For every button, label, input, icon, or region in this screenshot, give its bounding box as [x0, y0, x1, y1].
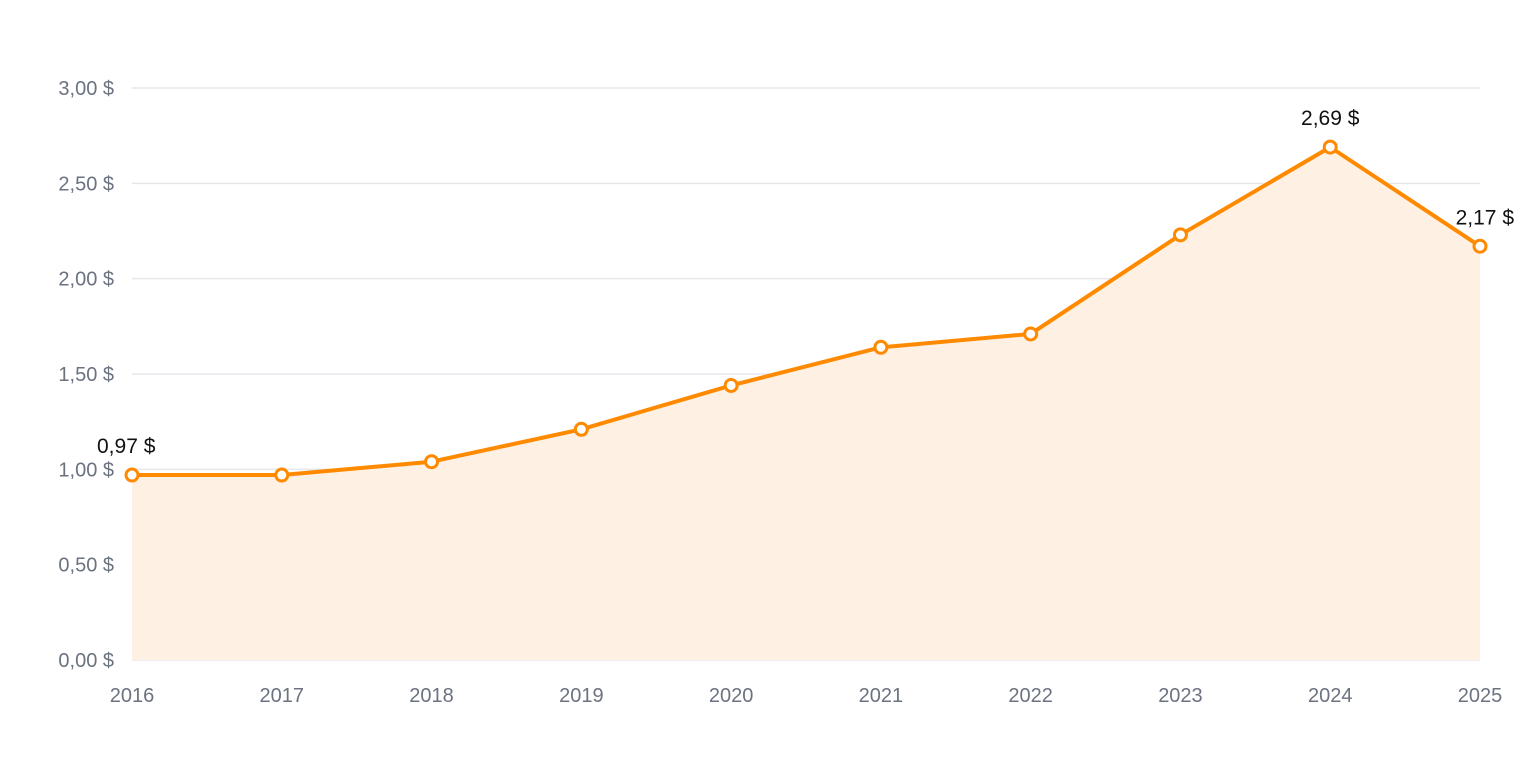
y-tick-label: 1,50 $ [58, 364, 114, 386]
x-tick-label: 2018 [409, 685, 454, 707]
data-point[interactable] [1023, 326, 1039, 342]
data-point[interactable] [124, 467, 140, 483]
data-label: 2,69 $ [1301, 107, 1360, 130]
area-fill-layer [132, 147, 1480, 660]
series-line-layer [130, 145, 1482, 478]
x-tick-label: 2021 [859, 685, 904, 707]
data-point[interactable] [1172, 227, 1188, 243]
data-point[interactable] [424, 454, 440, 470]
data-point[interactable] [1322, 139, 1338, 155]
data-label: 0,97 $ [97, 435, 156, 458]
data-label: 2,17 $ [1456, 206, 1515, 229]
series-line [130, 145, 1482, 478]
y-tick-label: 0,50 $ [58, 555, 114, 577]
data-point[interactable] [573, 421, 589, 437]
y-tick-label: 0,00 $ [58, 650, 114, 672]
area-fill [132, 147, 1480, 660]
data-point[interactable] [274, 467, 290, 483]
data-point[interactable] [723, 377, 739, 393]
y-tick-label: 3,00 $ [58, 78, 114, 100]
x-tick-label: 2024 [1308, 685, 1353, 707]
y-tick-label: 2,50 $ [58, 173, 114, 195]
y-axis-ticks: 0,00 $ 0,50 $ 1,00 $ 1,50 $ 2,00 $ 2,50 $ 3,00… [58, 78, 114, 672]
x-axis-ticks: 2016 2017 2018 2019 2020 2021 2022 2023 2024 2025 [110, 685, 1503, 707]
x-tick-label: 2020 [709, 685, 754, 707]
data-point[interactable] [1472, 238, 1488, 254]
y-tick-label: 2,00 $ [58, 269, 114, 291]
x-tick-label: 2019 [559, 685, 604, 707]
data-point[interactable] [873, 339, 889, 355]
data-labels: 0,97 $ 2,69 $ 2,17 $ [97, 107, 1514, 458]
x-tick-label: 2016 [110, 685, 155, 707]
x-tick-label: 2022 [1008, 685, 1053, 707]
data-points [124, 139, 1488, 483]
x-tick-label: 2025 [1458, 685, 1503, 707]
x-tick-label: 2023 [1158, 685, 1203, 707]
x-tick-label: 2017 [260, 685, 305, 707]
y-tick-label: 1,00 $ [58, 459, 114, 481]
